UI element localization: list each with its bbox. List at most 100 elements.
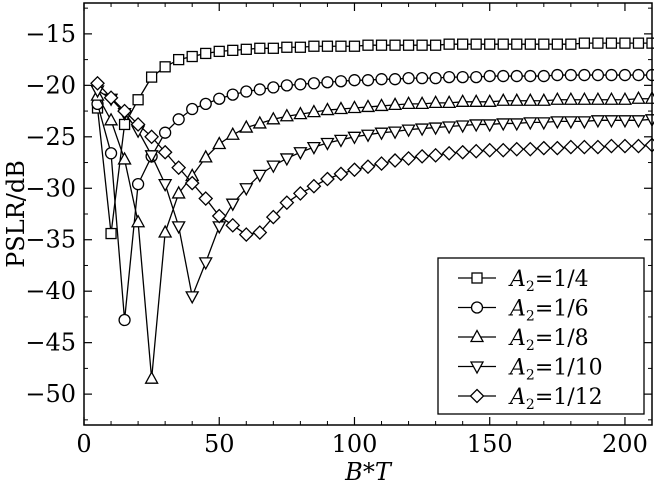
data-point-triangle-up <box>266 111 281 125</box>
legend-box <box>437 257 645 415</box>
data-point-circle <box>226 88 239 101</box>
legend-marker-triangle-down <box>469 361 485 375</box>
data-point-square <box>578 37 591 49</box>
data-point-triangle-down <box>496 118 511 132</box>
data-point-circle <box>294 78 307 91</box>
data-point-triangle-up <box>550 91 565 105</box>
data-point-triangle-down <box>225 198 240 212</box>
data-point-circle <box>199 97 212 111</box>
data-point-circle <box>524 69 537 83</box>
data-point-triangle-down <box>144 150 159 164</box>
data-point-diamond <box>576 139 592 155</box>
data-point-diamond <box>347 162 362 178</box>
data-point-circle <box>632 68 645 82</box>
x-axis-title-star: * <box>363 458 375 486</box>
data-point-circle <box>253 83 266 96</box>
data-point-square <box>457 38 469 50</box>
x-tick-label: 50 <box>204 430 235 458</box>
data-point-diamond <box>225 217 241 233</box>
data-point-triangle-down <box>387 126 403 140</box>
data-point-triangle-down <box>563 116 578 130</box>
data-point-circle <box>375 73 388 86</box>
y-tick-label: −30 <box>25 174 76 202</box>
data-point-triangle-up <box>252 115 267 129</box>
data-point-triangle-up <box>631 90 646 104</box>
data-point-square <box>484 38 496 50</box>
data-point-triangle-down <box>293 147 308 161</box>
data-point-diamond <box>198 191 214 206</box>
legend-label-var: A <box>508 326 526 351</box>
y-tick-label: −20 <box>25 71 76 99</box>
data-point-triangle-down <box>320 137 335 151</box>
data-point-diamond <box>468 143 484 159</box>
legend-label: A2=1/10 <box>508 356 603 384</box>
legend-label-value: =1/8 <box>535 326 589 351</box>
data-point-triangle-up <box>428 94 443 108</box>
data-point-circle <box>510 69 523 83</box>
data-point-triangle-up <box>387 97 403 111</box>
data-point-circle <box>497 69 510 83</box>
data-point-diamond <box>509 141 525 157</box>
data-point-square <box>227 44 239 56</box>
data-point-triangle-down <box>550 116 565 130</box>
series-circle <box>91 68 654 327</box>
data-point-diamond <box>90 75 105 91</box>
data-point-diamond <box>157 144 173 160</box>
data-point-triangle-up <box>401 96 416 110</box>
data-point-triangle-down <box>523 117 538 131</box>
data-point-diamond <box>360 159 376 175</box>
data-point-triangle-down <box>401 124 416 138</box>
legend-label-value: =1/10 <box>535 356 603 381</box>
data-point-diamond <box>306 178 322 194</box>
data-point-square <box>592 37 604 49</box>
data-point-diamond <box>536 140 552 156</box>
data-point-triangle-up <box>577 91 592 105</box>
data-point-diamond <box>265 209 281 225</box>
data-point-diamond <box>211 208 227 224</box>
data-point-triangle-up <box>536 92 551 106</box>
data-point-triangle-up <box>523 92 538 106</box>
data-point-diamond <box>428 147 444 163</box>
x-tick-label: 100 <box>332 430 378 458</box>
data-point-diamond <box>441 145 457 161</box>
y-tick-label: −40 <box>25 277 76 305</box>
data-point-triangle-up <box>590 91 605 105</box>
legend-label: A2=1/12 <box>508 385 603 413</box>
series-diamond <box>90 75 654 243</box>
data-point-square <box>281 41 293 53</box>
data-point-triangle-down <box>482 119 497 133</box>
legend-item: A2=1/8 <box>458 326 589 354</box>
data-point-triangle-up <box>469 93 484 107</box>
data-point-triangle-down <box>442 121 457 135</box>
data-point-circle <box>456 70 469 84</box>
data-point-triangle-down <box>252 169 267 183</box>
data-point-square <box>429 39 442 51</box>
data-point-circle <box>118 313 131 327</box>
legend-label: A2=1/8 <box>508 326 589 354</box>
data-point-circle <box>564 68 578 82</box>
legend-label-sub: 2 <box>526 338 535 354</box>
data-point-square <box>159 61 171 73</box>
data-point-diamond <box>631 138 646 154</box>
data-point-triangle-down <box>306 141 321 155</box>
data-point-triangle-up <box>293 106 308 120</box>
data-point-triangle-up <box>131 214 146 228</box>
data-point-triangle-up <box>415 96 430 110</box>
data-point-circle <box>361 74 375 87</box>
data-point-square <box>605 37 618 49</box>
data-point-square <box>254 42 266 54</box>
data-point-square <box>402 39 415 51</box>
data-point-circle <box>307 77 321 90</box>
data-point-triangle-up <box>496 92 511 106</box>
data-point-square <box>375 39 388 51</box>
data-point-square <box>416 39 428 51</box>
data-point-square <box>646 37 654 49</box>
data-point-square <box>321 40 334 52</box>
data-point-diamond <box>617 138 633 154</box>
data-point-circle <box>172 113 185 126</box>
data-point-circle <box>240 85 253 98</box>
legend-label: A2=1/6 <box>508 297 589 325</box>
data-point-square <box>470 38 482 50</box>
data-point-triangle-down <box>347 131 362 145</box>
